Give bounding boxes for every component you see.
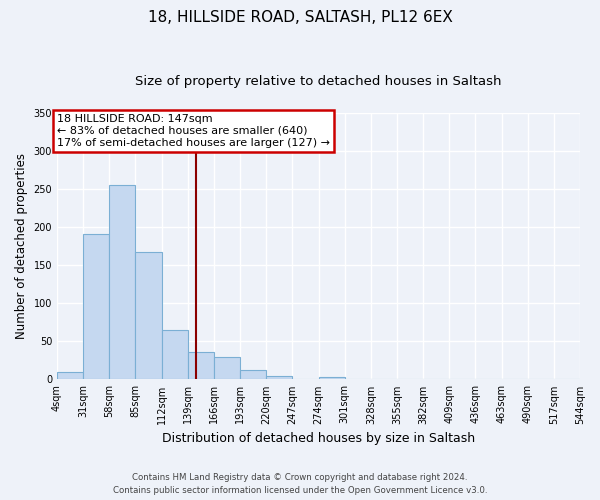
Bar [319, 377, 344, 380]
Bar [397, 378, 423, 380]
Bar [109, 185, 136, 380]
X-axis label: Distribution of detached houses by size in Saltash: Distribution of detached houses by size … [162, 432, 475, 445]
Bar [240, 370, 266, 380]
Bar [136, 252, 161, 380]
Title: Size of property relative to detached houses in Saltash: Size of property relative to detached ho… [135, 75, 502, 88]
Y-axis label: Number of detached properties: Number of detached properties [15, 153, 28, 339]
Text: 18, HILLSIDE ROAD, SALTASH, PL12 6EX: 18, HILLSIDE ROAD, SALTASH, PL12 6EX [148, 10, 452, 25]
Text: 18 HILLSIDE ROAD: 147sqm
← 83% of detached houses are smaller (640)
17% of semi-: 18 HILLSIDE ROAD: 147sqm ← 83% of detach… [57, 114, 330, 148]
Bar [554, 378, 580, 380]
Bar [83, 234, 109, 380]
Bar [214, 358, 240, 380]
Bar [161, 330, 188, 380]
Bar [188, 352, 214, 380]
Bar [266, 376, 292, 380]
Text: Contains HM Land Registry data © Crown copyright and database right 2024.
Contai: Contains HM Land Registry data © Crown c… [113, 473, 487, 495]
Bar [57, 372, 83, 380]
